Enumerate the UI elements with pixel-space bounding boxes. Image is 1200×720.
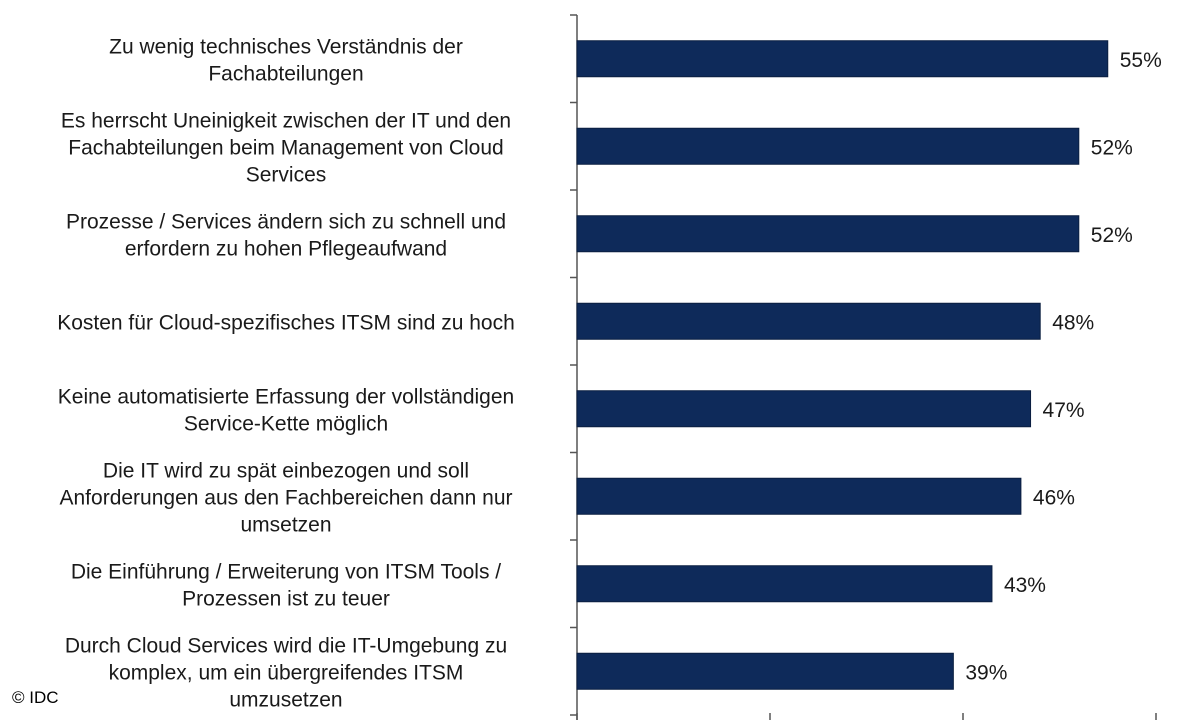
value-label: 48% bbox=[1052, 311, 1094, 334]
category-label-line: Die Einführung / Erweiterung von ITSM To… bbox=[71, 560, 501, 583]
category-label: Keine automatisierte Erfassung der volls… bbox=[58, 385, 514, 435]
category-label-line: umzusetzen bbox=[229, 688, 342, 711]
category-label-line: Prozesse / Services ändern sich zu schne… bbox=[66, 210, 506, 233]
category-label-line: Es herrscht Uneinigkeit zwischen der IT … bbox=[61, 109, 511, 132]
bar bbox=[576, 652, 954, 690]
category-label-line: Services bbox=[246, 163, 327, 186]
bar bbox=[576, 215, 1080, 253]
bar bbox=[576, 477, 1022, 515]
category-label-line: Durch Cloud Services wird die IT-Umgebun… bbox=[65, 634, 507, 657]
category-label: Zu wenig technisches Verständnis der Fach… bbox=[109, 35, 463, 85]
value-label: 47% bbox=[1043, 399, 1085, 422]
bar bbox=[576, 127, 1080, 165]
category-label: Die Einführung / Erweiterung von ITSM To… bbox=[71, 560, 501, 610]
bar bbox=[576, 40, 1109, 78]
category-label-line: Kosten für Cloud-spezifisches ITSM sind … bbox=[57, 311, 515, 334]
value-label: 46% bbox=[1033, 486, 1075, 509]
category-label: Durch Cloud Services wird die IT-Umgebun… bbox=[65, 634, 507, 711]
category-label-line: erfordern zu hohen Pflegeaufwand bbox=[125, 237, 447, 260]
category-label: Kosten für Cloud-spezifisches ITSM sind … bbox=[57, 311, 515, 334]
value-label: 55% bbox=[1120, 49, 1162, 72]
category-label: Die IT wird zu spät einbezogen und soll A… bbox=[60, 459, 513, 536]
category-label-line: Zu wenig technisches Verständnis der bbox=[109, 35, 463, 58]
category-label: Es herrscht Uneinigkeit zwischen der IT … bbox=[61, 109, 511, 186]
category-label-line: Fachabteilungen bbox=[208, 62, 363, 85]
value-label: 52% bbox=[1091, 136, 1133, 159]
copyright-notice: © IDC bbox=[12, 688, 59, 707]
value-label: 52% bbox=[1091, 224, 1133, 247]
category-label-line: Fachabteilungen beim Management von Clou… bbox=[68, 136, 503, 159]
bar bbox=[576, 565, 993, 603]
category-label-line: Keine automatisierte Erfassung der volls… bbox=[58, 385, 514, 408]
bar bbox=[576, 302, 1041, 340]
category-label-line: komplex, um ein übergreifendes ITSM bbox=[109, 661, 464, 684]
category-label-line: Die IT wird zu spät einbezogen und soll bbox=[103, 459, 469, 482]
value-label: 43% bbox=[1004, 574, 1046, 597]
bar bbox=[576, 390, 1032, 428]
value-label: 39% bbox=[965, 661, 1007, 684]
category-label: Prozesse / Services ändern sich zu schne… bbox=[66, 210, 506, 260]
category-label-line: Prozessen ist zu teuer bbox=[182, 587, 390, 610]
category-label-line: umsetzen bbox=[240, 513, 331, 536]
category-label-line: Anforderungen aus den Fachbereichen dann… bbox=[60, 486, 513, 509]
category-label-line: Service-Kette möglich bbox=[184, 412, 388, 435]
